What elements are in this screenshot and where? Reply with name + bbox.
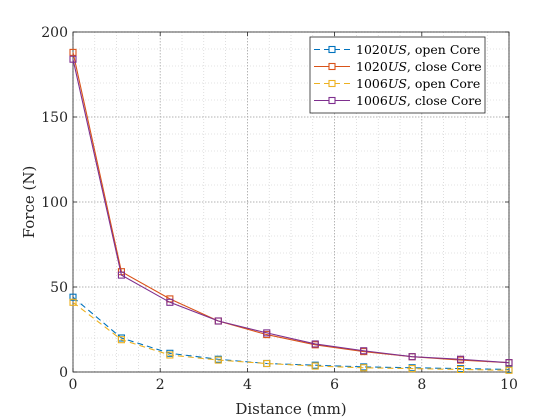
- data-point: [505, 366, 513, 374]
- legend-marker: [328, 45, 336, 54]
- x-axis-title: Distance (mm): [235, 400, 346, 418]
- legend-marker: [328, 62, 336, 71]
- data-point: [69, 298, 77, 306]
- data-point: [505, 359, 513, 367]
- data-point: [311, 340, 319, 348]
- axes: [72, 31, 510, 373]
- x-tick-label: 10: [500, 377, 518, 393]
- y-tick-label: 50: [50, 280, 68, 296]
- legend-label: 1020US, close Core: [356, 59, 482, 74]
- x-tick-label: 4: [243, 377, 252, 393]
- x-tick-label: 8: [417, 377, 426, 393]
- data-point: [166, 351, 174, 359]
- data-point: [69, 48, 77, 56]
- data-point: [457, 365, 465, 374]
- y-tick-label: 0: [59, 365, 68, 381]
- data-point: [263, 329, 271, 337]
- series-line: [72, 59, 510, 364]
- data-point: [408, 365, 416, 373]
- data-point: [117, 271, 125, 279]
- data-point: [166, 298, 174, 306]
- x-tick-label: 0: [69, 377, 78, 393]
- y-tick-label: 200: [41, 25, 68, 41]
- data-point: [214, 356, 222, 364]
- data-point: [69, 55, 77, 63]
- x-tick-label: 2: [156, 377, 165, 393]
- legend-marker: [328, 79, 336, 88]
- legend-label: 1006US, close Core: [356, 93, 482, 108]
- data-point: [117, 336, 125, 344]
- series-3: [69, 298, 513, 374]
- data-point: [311, 362, 319, 370]
- data-point: [408, 353, 416, 361]
- y-tick-label: 150: [41, 110, 68, 126]
- legend-label: 1020US, open Core: [356, 42, 480, 57]
- data-point: [360, 347, 368, 355]
- y-axis-title: Force (N): [20, 166, 38, 239]
- series-layer: [69, 48, 513, 374]
- series-4: [69, 55, 513, 367]
- legend: 1020US, open Core 1020US, close Core 1006U…: [309, 36, 486, 114]
- data-point: [457, 355, 465, 363]
- data-point: [360, 364, 368, 372]
- legend-marker: [328, 96, 336, 105]
- legend-label: 1006US, open Core: [356, 76, 480, 91]
- data-point: [263, 359, 271, 368]
- data-point: [69, 293, 77, 301]
- x-tick-label: 6: [330, 377, 339, 393]
- y-tick-label: 100: [41, 195, 68, 211]
- series-line: [72, 301, 510, 371]
- data-point: [214, 317, 222, 325]
